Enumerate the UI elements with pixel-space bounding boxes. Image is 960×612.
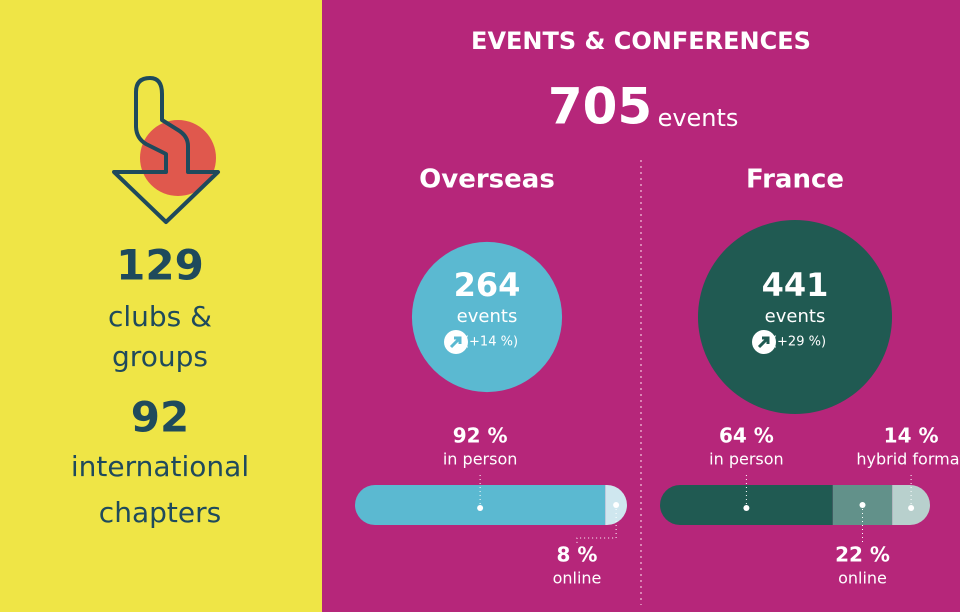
segment-dot: [908, 505, 915, 511]
total-number: 705: [548, 78, 652, 136]
stat-number: 129: [116, 241, 204, 290]
segment-percent: 92 %: [453, 424, 508, 448]
stat-label: groups: [112, 340, 208, 373]
count-circle: [697, 219, 893, 415]
stat-number: 92: [131, 393, 189, 442]
connector: [576, 505, 617, 545]
region-name: Overseas: [419, 165, 555, 195]
stat-label: international: [71, 450, 249, 483]
clubs-icon: [112, 76, 220, 224]
title: EVENTS & CONFERENCES: [471, 27, 811, 55]
count-circle: [411, 241, 563, 393]
segment-percent: 22 %: [835, 543, 890, 567]
segment-percent: 64 %: [719, 424, 774, 448]
segment-percent: 8 %: [557, 543, 598, 567]
trend-arrow: [757, 336, 770, 349]
stat-label: chapters: [99, 496, 221, 529]
segment-label: in person: [443, 450, 518, 469]
stat-label: clubs &: [108, 300, 212, 333]
count-number: 264: [454, 266, 521, 304]
change: (+29 %): [772, 335, 826, 350]
trend-icon: [444, 330, 468, 354]
segment-label: online: [838, 569, 887, 588]
change: (+14 %): [464, 335, 518, 350]
count-unit: events: [765, 306, 826, 327]
total-unit: events: [658, 104, 739, 132]
segment-dot: [743, 505, 750, 511]
segment-percent: 14 %: [884, 424, 939, 448]
count-number: 441: [762, 266, 829, 304]
segment-dot: [477, 505, 484, 511]
trend-icon: [752, 330, 776, 354]
segment-label: hybrid format: [856, 450, 960, 469]
trend-arrow: [449, 336, 462, 349]
segment-label: online: [553, 569, 602, 588]
count-unit: events: [457, 306, 518, 327]
region-name: France: [746, 165, 844, 195]
segment-label: in person: [709, 450, 784, 469]
